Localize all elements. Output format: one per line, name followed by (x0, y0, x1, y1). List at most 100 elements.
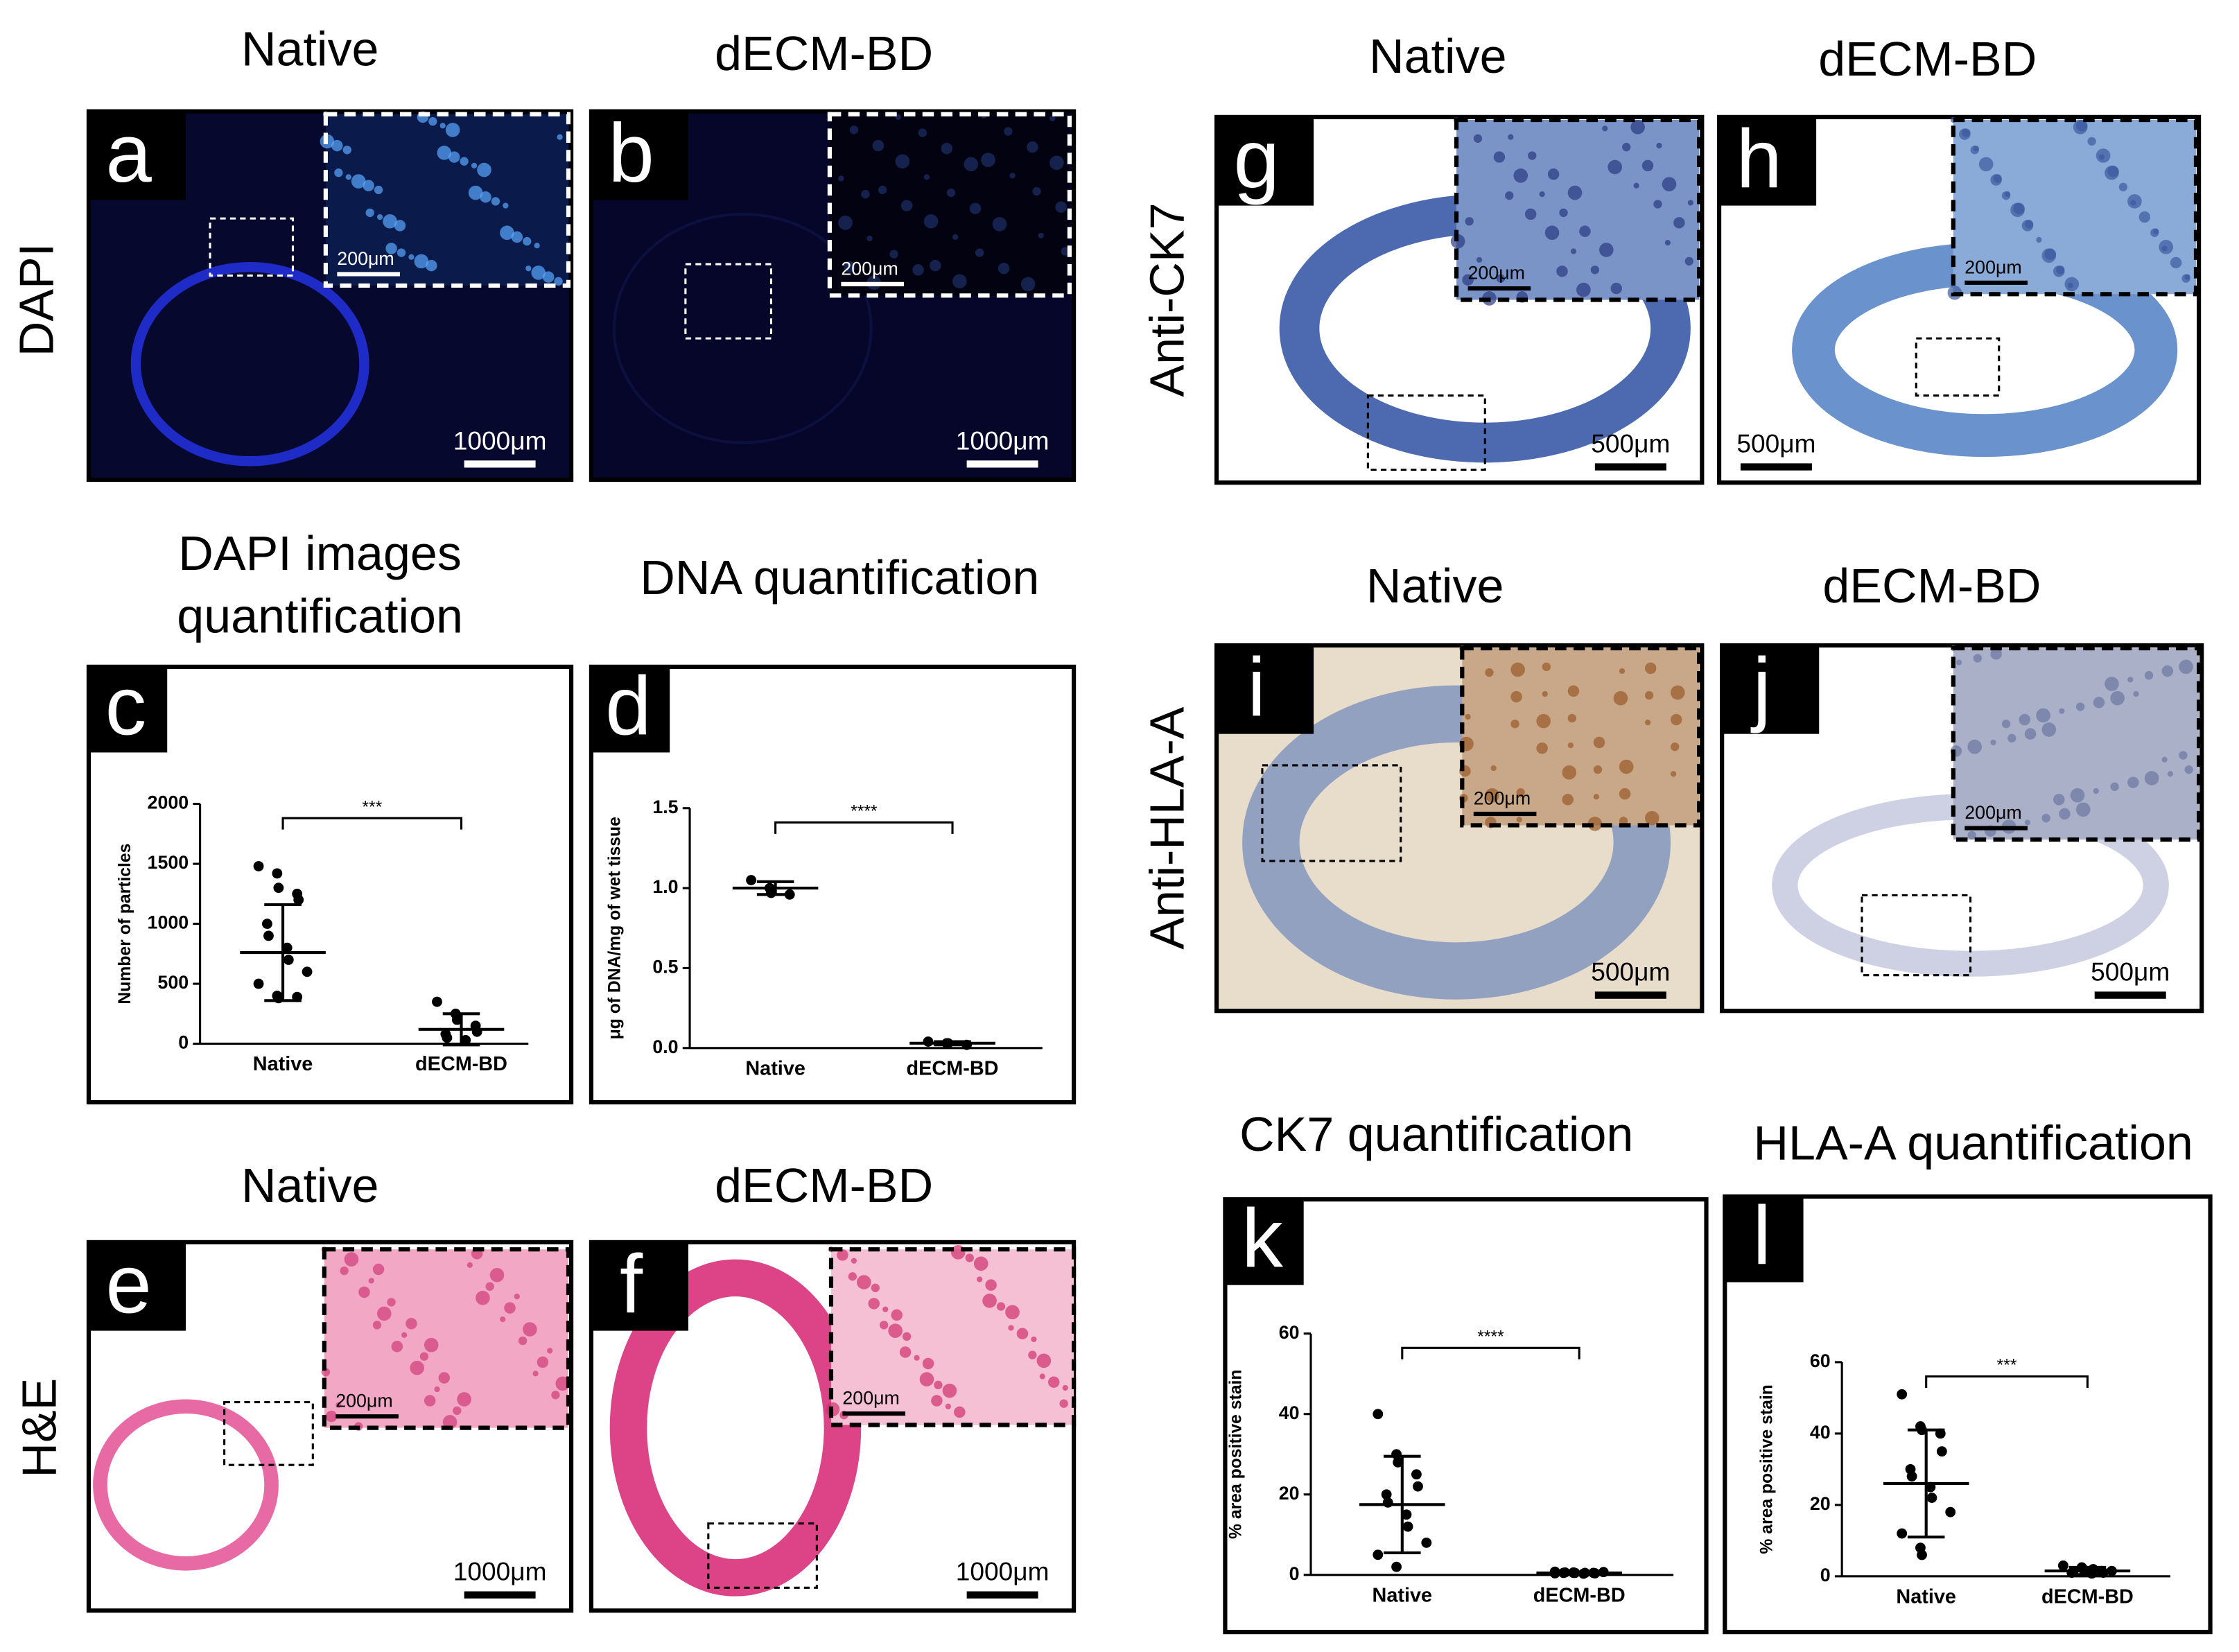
data-point (1401, 1509, 1412, 1520)
texture (351, 174, 366, 189)
texture (554, 277, 563, 286)
texture (1671, 713, 1682, 726)
x-tick-label: Native (745, 1057, 805, 1079)
texture (1559, 208, 1568, 218)
texture (1990, 739, 1996, 746)
scale-label: 500μm (1591, 428, 1670, 458)
tissue (130, 261, 369, 467)
x-tick-label: Native (1373, 1584, 1433, 1606)
texture (1016, 1328, 1029, 1339)
texture (872, 139, 885, 152)
column-header: dECM-BD (1818, 32, 2037, 86)
panel-letter: k (1242, 1193, 1283, 1285)
data-point (1391, 1561, 1402, 1572)
row-label: DAPI (9, 243, 63, 356)
texture (532, 1371, 539, 1377)
data-point (1373, 1409, 1384, 1420)
texture (2144, 671, 2154, 680)
texture (2075, 120, 2088, 132)
texture (923, 214, 939, 229)
column-header: Native (241, 22, 378, 76)
texture (838, 216, 853, 230)
y-axis-label: % area positive stain (1758, 1384, 1777, 1554)
texture (2093, 697, 2105, 708)
texture (1608, 159, 1622, 175)
x-tick-label: dECM-BD (415, 1053, 507, 1075)
texture (376, 1306, 392, 1321)
x-tick-label: Native (253, 1053, 313, 1075)
inset-frame (1951, 645, 2202, 842)
x-tick-label: dECM-BD (907, 1057, 999, 1079)
texture (531, 266, 546, 280)
tissue (93, 1399, 279, 1571)
letter-box (1719, 116, 1817, 206)
texture (1567, 713, 1577, 723)
texture (1570, 248, 1577, 254)
panel-letter: j (1751, 642, 1772, 734)
texture (2096, 148, 2111, 163)
y-axis-label: % area positive stain (1226, 1370, 1245, 1539)
column-header: dECM-BD (715, 26, 933, 80)
texture (401, 1332, 408, 1338)
inset-scale-label: 200μm (1474, 788, 1531, 808)
letter-box (591, 111, 688, 200)
texture (1510, 662, 1525, 677)
texture (2075, 802, 2091, 817)
chart-title: quantification (177, 589, 463, 643)
texture (2144, 771, 2159, 785)
data-point (2098, 1567, 2109, 1579)
texture (547, 1348, 553, 1354)
data-point (281, 942, 293, 953)
texture (438, 1372, 451, 1384)
texture (376, 214, 383, 220)
data-point (1421, 1537, 1432, 1548)
inset (1456, 120, 1700, 300)
texture (557, 134, 563, 140)
tissue (609, 1259, 862, 1597)
texture (2161, 756, 2168, 763)
texture (1536, 742, 1548, 754)
significance-label: **** (851, 802, 878, 821)
panel-letter: c (105, 660, 147, 752)
data-point (1381, 1489, 1392, 1500)
texture (1619, 759, 1634, 774)
texture (1967, 831, 1976, 840)
texture (1556, 266, 1568, 277)
texture (1641, 159, 1654, 172)
y-tick-label: 1500 (148, 852, 189, 873)
letter-box (1217, 116, 1314, 206)
y-axis-label: Number of particles (116, 844, 134, 1005)
data-point (442, 1032, 453, 1043)
texture (1009, 173, 1016, 179)
data-point (1897, 1528, 1908, 1539)
chart-title: DAPI images (178, 526, 462, 580)
texture (2041, 722, 2057, 737)
texture (1496, 274, 1506, 283)
texture (476, 1290, 490, 1305)
y-tick-label: 0.0 (652, 1036, 678, 1057)
texture (2024, 220, 2034, 229)
data-point (293, 894, 304, 905)
texture (460, 157, 469, 166)
inset-scale-label: 200μm (336, 1391, 392, 1411)
roi-box (684, 263, 772, 340)
texture (1567, 185, 1583, 200)
texture (2184, 274, 2190, 280)
texture (368, 1278, 374, 1284)
texture (954, 1406, 966, 1418)
texture (919, 1372, 934, 1386)
inset-scale-label: 200μm (1468, 263, 1525, 284)
texture (426, 259, 437, 272)
texture (514, 1294, 520, 1300)
inset-scale-label: 200μm (1964, 802, 2021, 823)
row-label: Anti-HLA-A (1140, 706, 1194, 949)
letter-box (1722, 645, 1820, 734)
letter-box (1225, 1199, 1304, 1285)
data-point (1373, 1549, 1384, 1560)
roi-box (707, 1522, 818, 1589)
y-tick-label: 500 (157, 972, 189, 993)
texture (997, 262, 1010, 275)
texture (1039, 1373, 1045, 1380)
significance-label: **** (1477, 1328, 1504, 1346)
letter-box (88, 111, 186, 200)
